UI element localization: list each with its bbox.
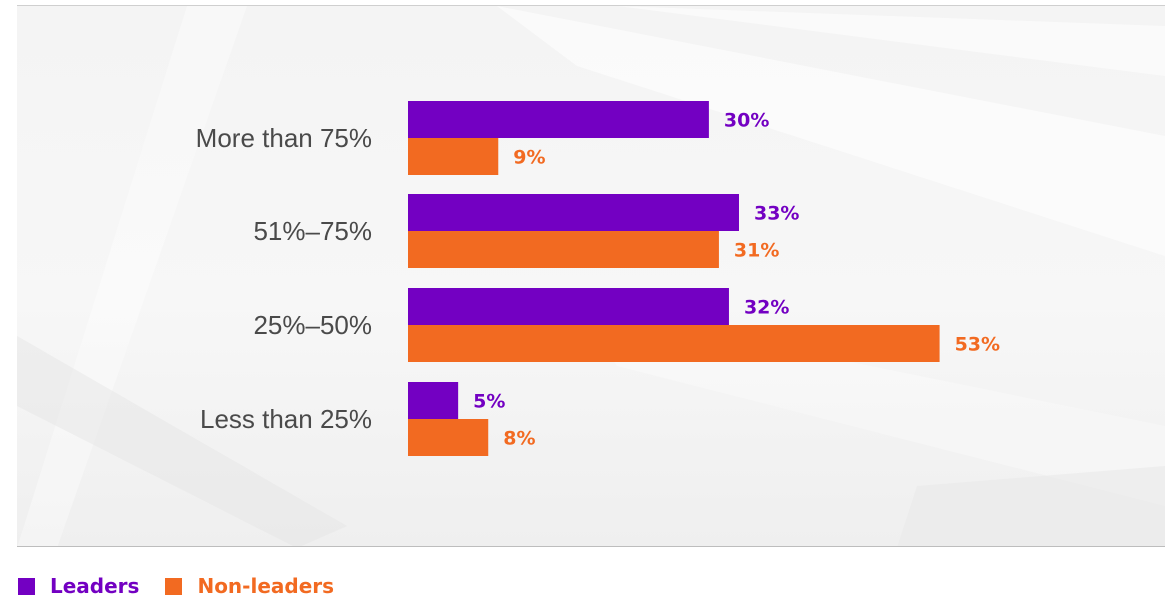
bar-non-leaders [408, 231, 719, 268]
legend-swatch-leaders [18, 577, 35, 595]
data-label-non-leaders: 53% [955, 334, 1000, 356]
category-label: Less than 25% [200, 404, 372, 434]
legend-item-leaders: Leaders [18, 574, 139, 598]
category-label: More than 75% [196, 123, 372, 153]
legend-label-non-leaders: Non-leaders [197, 574, 335, 598]
bar-leaders [408, 382, 459, 419]
bar-leaders [408, 288, 729, 325]
data-label-leaders: 33% [754, 203, 799, 225]
background-decoration [17, 6, 1165, 546]
legend-label-leaders: Leaders [50, 574, 140, 598]
bar-non-leaders [408, 138, 499, 175]
bar-leaders [408, 194, 739, 231]
bar-non-leaders [408, 325, 940, 362]
data-label-non-leaders: 31% [734, 240, 779, 262]
chart-panel [17, 5, 1165, 547]
data-label-leaders: 5% [473, 391, 505, 413]
category-label: 51%–75% [253, 216, 372, 246]
legend-item-non-leaders: Non-leaders [165, 574, 334, 598]
bar-non-leaders [408, 419, 489, 456]
legend: Leaders Non-leaders [18, 573, 360, 599]
data-label-non-leaders: 8% [503, 428, 535, 450]
data-label-leaders: 32% [744, 297, 789, 319]
bar-chart: More than 75% 30% 9% 51%–75% 33% 31% 25%–50% 32… [196, 101, 1000, 456]
bar-leaders [408, 101, 709, 138]
data-label-leaders: 30% [724, 110, 769, 132]
data-label-non-leaders: 9% [513, 147, 545, 169]
category-label: 25%–50% [253, 310, 372, 340]
legend-swatch-non-leaders [165, 577, 183, 595]
